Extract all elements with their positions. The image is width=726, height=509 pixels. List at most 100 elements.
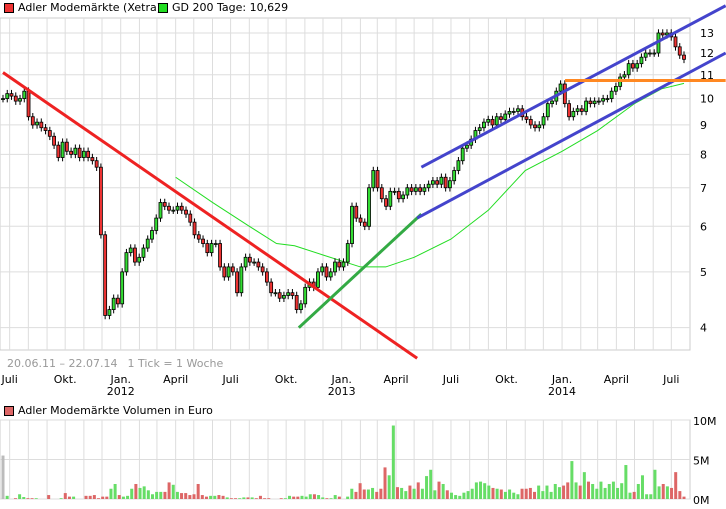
volume-bar bbox=[304, 496, 308, 499]
candle-body bbox=[345, 243, 350, 263]
candles bbox=[1, 29, 686, 320]
volume-bar bbox=[454, 495, 458, 499]
volume-bar bbox=[63, 493, 67, 499]
volume-bar bbox=[84, 495, 88, 499]
volume-bar bbox=[670, 487, 674, 499]
volume-bar bbox=[661, 483, 665, 499]
volume-bar bbox=[586, 481, 590, 499]
volume-bar bbox=[113, 483, 117, 499]
candle-body bbox=[196, 234, 201, 240]
candle-body bbox=[439, 176, 444, 185]
volume-bar bbox=[404, 491, 408, 499]
candle-body bbox=[90, 157, 95, 162]
candle-body bbox=[605, 98, 610, 100]
volume-bar bbox=[204, 496, 208, 499]
volume-bar bbox=[599, 481, 603, 499]
volume-bar bbox=[445, 490, 449, 499]
candle-body bbox=[171, 209, 176, 212]
volume-bar bbox=[333, 495, 337, 499]
volume-bar bbox=[242, 497, 246, 499]
candle-body bbox=[273, 292, 278, 295]
volume-bar bbox=[30, 498, 34, 499]
x-year-label: 2012 bbox=[107, 385, 135, 398]
volume-bar bbox=[150, 494, 154, 499]
volume-bar bbox=[88, 495, 92, 499]
y-tick-label: 10 bbox=[700, 93, 714, 106]
candle-body bbox=[639, 56, 644, 65]
volume-bar bbox=[47, 495, 51, 499]
candle-body bbox=[286, 292, 291, 296]
volume-bar bbox=[225, 497, 229, 499]
x-tick-label: Okt. bbox=[275, 373, 298, 386]
x-tick-label: Juli bbox=[442, 373, 459, 386]
volume-bar bbox=[420, 488, 424, 499]
legend-volume: Adler Modemärkte Volumen in Euro bbox=[4, 404, 213, 417]
candle-body bbox=[201, 238, 205, 244]
volume-bar bbox=[5, 495, 9, 499]
volume-bar bbox=[325, 498, 329, 499]
candle-body bbox=[303, 286, 308, 305]
volume-bar bbox=[126, 495, 130, 499]
volume-bar bbox=[470, 488, 474, 499]
candle-body bbox=[384, 198, 388, 207]
volume-bar bbox=[516, 494, 520, 499]
candle-body bbox=[69, 150, 73, 155]
candle-body bbox=[550, 100, 554, 105]
y-tick-label: 12 bbox=[700, 47, 714, 60]
candle-body bbox=[175, 205, 180, 211]
candle-body bbox=[592, 100, 597, 105]
y-tick-label: 7 bbox=[700, 182, 707, 195]
volume-bar bbox=[682, 496, 686, 499]
trendline bbox=[297, 212, 423, 329]
candle-body bbox=[116, 297, 120, 305]
volume-bar bbox=[425, 476, 429, 499]
x-tick-label: Juli bbox=[221, 373, 238, 386]
candle-body bbox=[528, 119, 533, 126]
candle-body bbox=[584, 100, 589, 112]
candle-body bbox=[482, 121, 486, 129]
volume-bar bbox=[250, 497, 254, 499]
candle-body bbox=[665, 32, 669, 36]
volume-bar bbox=[449, 492, 453, 499]
candle-body bbox=[358, 217, 363, 223]
candle-body bbox=[388, 190, 393, 207]
volume-bar bbox=[466, 491, 470, 499]
candle-body bbox=[103, 234, 108, 316]
volume-bar bbox=[101, 496, 105, 499]
candle-body bbox=[516, 108, 520, 112]
volume-bar bbox=[121, 496, 125, 499]
candle-body bbox=[507, 111, 512, 115]
price-panel-frame bbox=[0, 17, 691, 351]
volume-bar bbox=[354, 491, 358, 499]
candle-body bbox=[30, 116, 35, 126]
candle-body bbox=[379, 187, 384, 200]
candle-body bbox=[558, 83, 563, 92]
candle-body bbox=[252, 261, 257, 264]
volume-tick-label: 0M bbox=[693, 494, 710, 507]
volume-bar bbox=[130, 488, 134, 499]
gd200-line bbox=[175, 82, 685, 268]
x-tick-label: April bbox=[163, 373, 188, 386]
volume-bar bbox=[209, 495, 213, 499]
volume-bar bbox=[607, 483, 611, 499]
candle-body bbox=[494, 116, 499, 126]
candle-body bbox=[430, 180, 435, 185]
candle-body bbox=[13, 95, 18, 102]
volume-bar bbox=[541, 491, 545, 499]
candle-body bbox=[333, 261, 337, 273]
candle-body bbox=[81, 150, 86, 158]
candle-body bbox=[375, 170, 380, 189]
candle-body bbox=[511, 111, 516, 113]
candle-body bbox=[64, 141, 69, 152]
volume-bar bbox=[628, 492, 632, 499]
volume-bar bbox=[408, 485, 412, 499]
candle-body bbox=[677, 46, 682, 56]
volume-bar bbox=[192, 494, 196, 499]
volume-bar bbox=[645, 494, 649, 499]
candle-body bbox=[631, 63, 635, 69]
volume-bar bbox=[312, 494, 316, 499]
volume-bar bbox=[657, 486, 661, 499]
candle-body bbox=[294, 295, 299, 310]
candle-body bbox=[324, 266, 329, 278]
